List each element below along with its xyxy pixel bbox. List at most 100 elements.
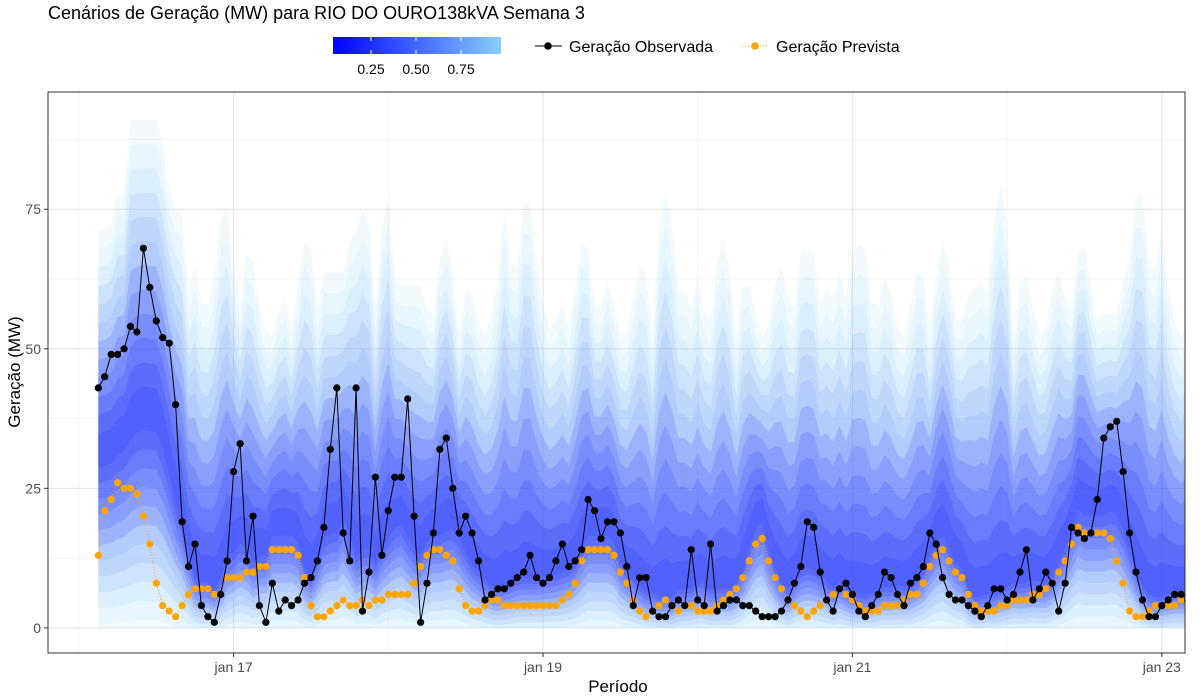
forecast-point	[281, 546, 289, 554]
forecast-point	[790, 602, 799, 610]
observed-point	[1138, 596, 1147, 604]
observed-point	[94, 384, 102, 392]
observed-point	[1048, 579, 1056, 587]
observed-point	[835, 585, 844, 593]
forecast-point	[971, 602, 979, 610]
observed-point	[558, 540, 567, 548]
forecast-point	[417, 562, 425, 571]
forecast-point	[571, 579, 579, 587]
forecast-point	[552, 602, 560, 610]
forecast-point	[739, 574, 747, 582]
forecast-point	[365, 602, 373, 610]
observed-point	[210, 618, 218, 626]
forecast-point	[919, 579, 927, 587]
observed-point	[874, 590, 882, 599]
observed-point	[1158, 602, 1166, 610]
observed-point	[417, 618, 425, 626]
forecast-point	[545, 602, 554, 610]
forecast-point	[700, 607, 708, 615]
forecast-point	[816, 602, 824, 610]
forecast-point	[597, 546, 605, 554]
observed-point	[971, 607, 979, 615]
observed-point	[752, 607, 760, 615]
forecast-point	[210, 590, 218, 599]
observed-point	[964, 602, 973, 610]
forecast-point	[442, 551, 450, 559]
observed-point	[855, 607, 863, 615]
forecast-point	[236, 574, 244, 582]
observed-point	[1100, 434, 1108, 442]
observed-point	[816, 568, 824, 576]
observed-point	[507, 579, 515, 587]
forecast-point	[526, 602, 534, 610]
forecast-point	[204, 585, 212, 593]
observed-point	[397, 473, 405, 481]
observed-point	[707, 540, 715, 548]
forecast-point	[745, 557, 753, 565]
observed-point	[584, 495, 592, 504]
grid-minor	[48, 92, 1185, 653]
forecast-point	[410, 579, 418, 587]
forecast-point	[797, 607, 805, 615]
forecast-point	[487, 596, 496, 604]
observed-point	[391, 473, 399, 481]
forecast-point	[539, 602, 547, 610]
observed-point	[255, 602, 263, 610]
observed-point	[958, 596, 966, 604]
observed-point	[333, 384, 341, 392]
grid-major	[48, 92, 1185, 653]
observed-point	[1119, 468, 1127, 476]
observed-point	[101, 373, 109, 381]
forecast-point	[591, 546, 599, 554]
forecast-point	[126, 484, 135, 492]
observed-point	[139, 244, 147, 252]
observed-point	[1080, 535, 1088, 543]
observed-point	[378, 551, 386, 559]
forecast-point	[146, 540, 154, 548]
forecast-point	[1177, 596, 1185, 604]
forecast-point	[990, 607, 998, 615]
forecast-point	[719, 596, 728, 604]
forecast-point	[758, 535, 766, 543]
observed-point	[307, 574, 315, 582]
observed-point	[1164, 596, 1172, 604]
y-tick-label: 0	[33, 620, 41, 636]
observed-point	[300, 579, 309, 587]
observed-point	[887, 574, 895, 582]
observed-point	[977, 613, 985, 621]
forecast-point	[623, 579, 631, 587]
observed-point	[513, 574, 521, 582]
forecast-point	[713, 602, 721, 610]
forecast-point	[661, 596, 670, 604]
observed-point	[352, 384, 360, 392]
scenario-band	[98, 144, 1185, 628]
forecast-point	[184, 590, 193, 599]
observed-point	[462, 512, 470, 520]
observed-point	[294, 596, 302, 604]
y-axis: 0 25 50 75	[25, 201, 48, 636]
forecast-point	[371, 596, 379, 604]
observed-point	[494, 585, 502, 593]
forecast-point	[339, 596, 347, 604]
forecast-point	[475, 607, 483, 615]
observed-point	[1009, 590, 1018, 599]
observed-point	[165, 339, 173, 347]
forecast-point	[1132, 613, 1140, 621]
forecast-point	[436, 546, 444, 554]
observed-point	[1068, 523, 1076, 532]
observed-point	[423, 579, 431, 587]
observed-point	[655, 613, 663, 621]
forecast-point	[178, 602, 186, 610]
forecast-point	[578, 557, 586, 565]
observed-point	[997, 585, 1005, 593]
observed-point	[758, 613, 766, 621]
observed-point	[1029, 596, 1037, 604]
plot-panel-border	[47, 91, 1186, 654]
scenario-band	[98, 289, 1185, 613]
observed-point	[223, 557, 231, 565]
forecast-point	[687, 602, 695, 610]
observed-point	[939, 574, 947, 582]
observed-point	[681, 602, 689, 610]
observed-point	[191, 540, 199, 548]
